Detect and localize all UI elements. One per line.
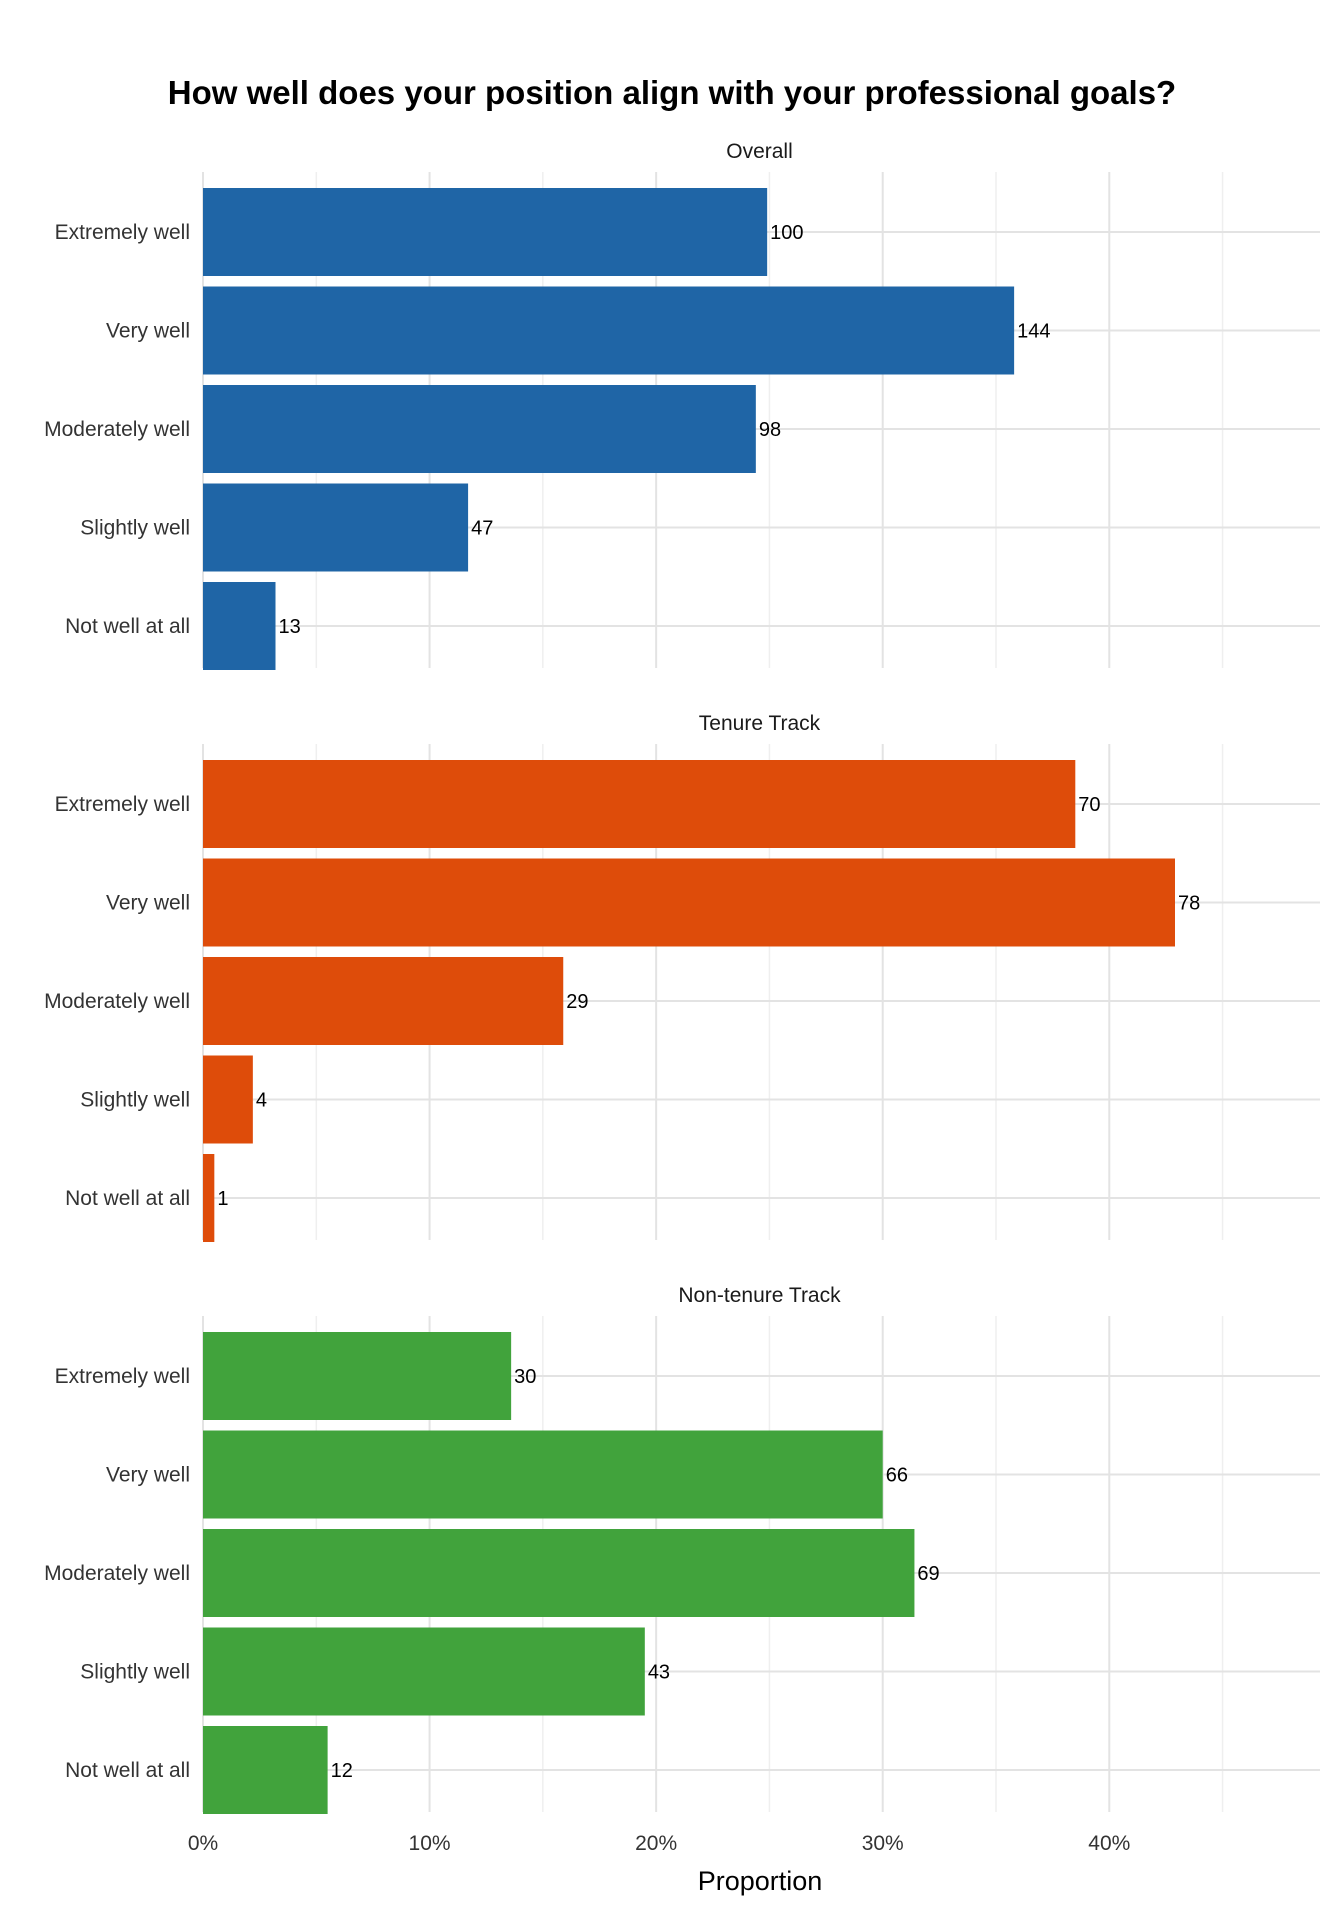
bar bbox=[203, 188, 768, 276]
data-label: 13 bbox=[279, 616, 301, 638]
data-label: 43 bbox=[648, 1662, 670, 1684]
category-label: Moderately well bbox=[44, 1562, 190, 1585]
category-label: Very well bbox=[106, 892, 190, 915]
data-label: 98 bbox=[759, 419, 781, 441]
chart-title: How well does your position align with y… bbox=[168, 74, 1176, 111]
category-label: Very well bbox=[106, 320, 190, 343]
data-label: 100 bbox=[770, 222, 803, 244]
data-label: 1 bbox=[217, 1188, 228, 1210]
data-label: 144 bbox=[1017, 321, 1050, 343]
category-label: Slightly well bbox=[80, 1661, 190, 1684]
category-label: Extremely well bbox=[55, 221, 190, 244]
x-tick-label: 20% bbox=[635, 1832, 677, 1855]
data-label: 29 bbox=[566, 991, 588, 1013]
data-label: 47 bbox=[471, 518, 493, 540]
category-label: Extremely well bbox=[55, 1365, 190, 1388]
panels: Overall Extremely well Very well Moderately… bbox=[44, 140, 1320, 1814]
panel-strip-label: Overall bbox=[726, 140, 793, 163]
bar bbox=[203, 1154, 215, 1242]
bar bbox=[203, 760, 1076, 848]
category-label: Extremely well bbox=[55, 793, 190, 816]
category-label: Very well bbox=[106, 1464, 190, 1487]
category-label: Moderately well bbox=[44, 418, 190, 441]
category-label: Not well at all bbox=[65, 1759, 190, 1782]
bar bbox=[203, 286, 1015, 375]
x-axis: 0% 10% 20% 30% 40% bbox=[188, 1832, 1130, 1855]
panel-tenure-track: Tenure Track Extremely well Very well Moder… bbox=[44, 712, 1320, 1242]
x-axis-label: Proportion bbox=[698, 1866, 823, 1896]
bar bbox=[203, 1430, 883, 1519]
panel-strip-label: Tenure Track bbox=[699, 712, 821, 735]
panel-strip-label: Non-tenure Track bbox=[678, 1284, 841, 1307]
data-label: 70 bbox=[1078, 794, 1100, 816]
data-label: 69 bbox=[917, 1563, 939, 1585]
category-label: Not well at all bbox=[65, 1187, 190, 1210]
bar bbox=[203, 483, 469, 572]
category-label: Not well at all bbox=[65, 615, 190, 638]
x-tick-label: 40% bbox=[1088, 1832, 1130, 1855]
data-label: 78 bbox=[1178, 893, 1200, 915]
x-tick-label: 0% bbox=[188, 1832, 218, 1855]
bar bbox=[203, 385, 756, 473]
bar bbox=[203, 1627, 645, 1716]
bar bbox=[203, 858, 1175, 947]
panel-non-tenure-track: Non-tenure Track Extremely well Very well M… bbox=[44, 1284, 1320, 1814]
bar bbox=[203, 1726, 328, 1814]
bar bbox=[203, 957, 564, 1045]
category-label: Slightly well bbox=[80, 1089, 190, 1112]
bar bbox=[203, 1055, 253, 1144]
bar bbox=[203, 582, 276, 670]
category-label: Slightly well bbox=[80, 517, 190, 540]
bar bbox=[203, 1529, 915, 1617]
bar bbox=[203, 1332, 512, 1420]
data-label: 66 bbox=[886, 1465, 908, 1487]
category-label: Moderately well bbox=[44, 990, 190, 1013]
x-tick-label: 10% bbox=[409, 1832, 451, 1855]
x-tick-label: 30% bbox=[862, 1832, 904, 1855]
data-label: 12 bbox=[331, 1760, 353, 1782]
data-label: 30 bbox=[514, 1366, 536, 1388]
panel-overall: Overall Extremely well Very well Moderately… bbox=[44, 140, 1320, 670]
data-label: 4 bbox=[256, 1090, 267, 1112]
